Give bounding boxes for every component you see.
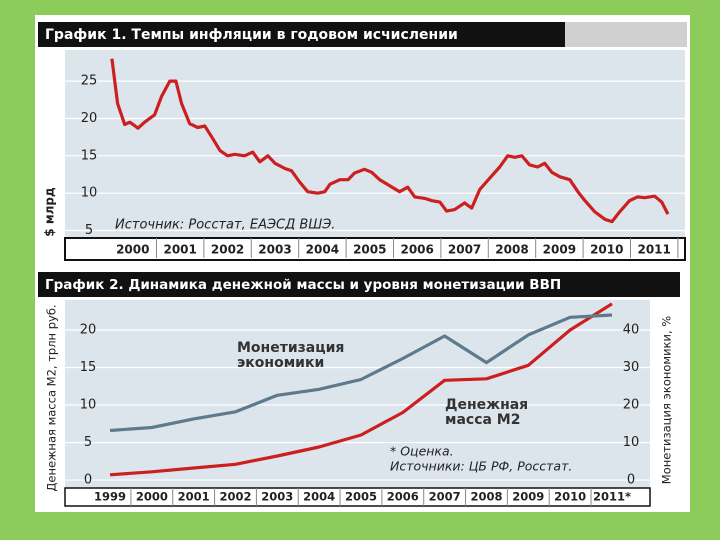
title-bar-end: [565, 22, 687, 47]
x-tick-label: 2007: [448, 243, 481, 257]
y-tick-label: 15: [81, 148, 98, 163]
x-tick-label: 2011: [637, 243, 670, 257]
y-axis-label: Денежная масса М2, трлн руб.: [45, 304, 59, 491]
line: [109, 302, 613, 477]
y-tick-label: 20: [81, 111, 98, 126]
series-label: Монетизация: [237, 340, 344, 356]
x-tick-label: 2005: [345, 490, 377, 504]
y2-tick-label: 0: [627, 473, 635, 488]
note: * Оценка.: [390, 444, 454, 459]
y2-tick-label: 20: [623, 398, 640, 413]
x-tick-label: 2007: [429, 490, 461, 504]
y-tick-label: 10: [80, 398, 97, 413]
y-tick-label: 5: [84, 435, 92, 450]
y-tick-label: 0: [84, 473, 92, 488]
x-tick-label: 2006: [387, 490, 419, 504]
title-bar: [38, 272, 680, 297]
x-tick-label: 2008: [495, 243, 528, 257]
y-tick-label: 10: [81, 186, 98, 201]
x-tick-label: 2011*: [593, 490, 631, 504]
x-tick-label: 2002: [211, 243, 244, 257]
x-tick-label: 2000: [116, 243, 149, 257]
x-tick-label: 2001: [163, 243, 196, 257]
y-axis-label: $ млрд: [43, 187, 57, 237]
x-tick-label: 2006: [400, 243, 433, 257]
x-tick-label: 2008: [470, 490, 502, 504]
x-tick-label: 2009: [543, 243, 576, 257]
line: [110, 58, 670, 224]
plot-bg: [65, 300, 650, 488]
y-tick-label: 5: [85, 223, 93, 238]
chart-title: График 1. Темпы инфляции в годовом исчис…: [45, 27, 458, 43]
series-label: Денежная: [445, 397, 528, 413]
x-tick-label: 2001: [178, 490, 210, 504]
title-bar: [38, 22, 565, 47]
y-tick-label: 20: [80, 323, 97, 338]
x-tick-label: 2004: [306, 243, 339, 257]
chart-title: График 2. Динамика денежной массы и уров…: [45, 277, 561, 293]
y-tick-label: 15: [80, 360, 97, 375]
annotation: Источник: Росстат, ЕАЭСД ВШЭ.: [115, 218, 335, 233]
line: [109, 313, 613, 433]
y2-tick-label: 40: [623, 323, 640, 338]
x-tick-label: 2002: [219, 490, 251, 504]
x-tick-label: 2009: [512, 490, 544, 504]
x-tick-label: 2005: [353, 243, 386, 257]
y2-tick-label: 30: [623, 360, 640, 375]
x-tick-label: 2000: [136, 490, 168, 504]
x-tick-label: 2004: [303, 490, 335, 504]
series-label: масса М2: [445, 412, 520, 428]
note: Источники: ЦБ РФ, Росстат.: [390, 459, 572, 474]
y-tick-label: 25: [81, 74, 98, 89]
x-tick-label: 2010: [554, 490, 586, 504]
x-tick-label: 2003: [261, 490, 293, 504]
x-tick-label: 2003: [258, 243, 291, 257]
x-tick-label: 2010: [590, 243, 623, 257]
x-axis-bar: [64, 237, 686, 261]
x-tick-label: 1999: [94, 490, 126, 504]
series-label: экономики: [237, 355, 324, 371]
y2-tick-label: 10: [623, 435, 640, 450]
x-axis-bar: [64, 487, 651, 507]
y2-axis-label: Монетизация экономики, %: [660, 316, 674, 484]
